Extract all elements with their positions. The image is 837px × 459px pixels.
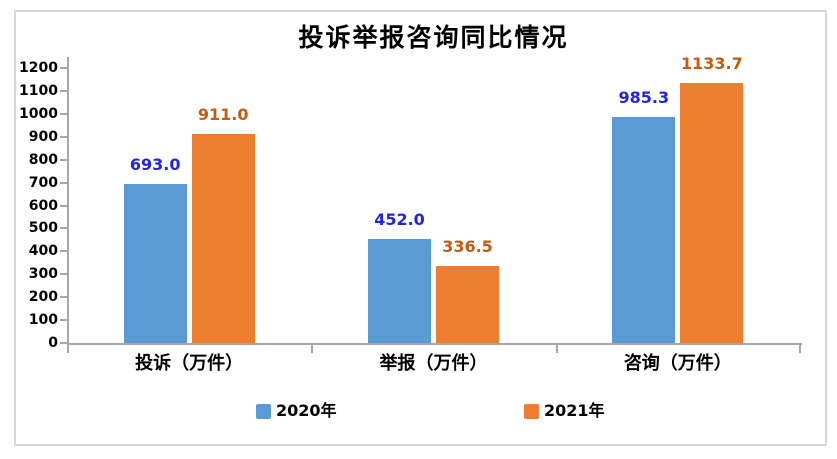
y-axis-tick-label: 300 xyxy=(28,266,58,283)
legend-label: 2020年 xyxy=(276,401,337,420)
y-axis-tick xyxy=(60,135,67,138)
y-axis-tick-label: 1100 xyxy=(19,82,58,99)
y-axis-tick xyxy=(60,89,67,92)
y-axis-tick-label: 100 xyxy=(28,312,58,329)
y-axis-tick-label: 0 xyxy=(48,335,58,351)
y-axis-tick xyxy=(60,112,67,115)
chart-title: 投诉举报咨询同比情况 xyxy=(298,25,569,52)
x-axis-category-label: 举报（万件） xyxy=(379,353,488,373)
bar-2020年 xyxy=(612,117,676,343)
y-axis-tick xyxy=(60,342,67,344)
bar-2020年 xyxy=(123,184,187,343)
x-axis-line xyxy=(67,343,802,345)
x-axis-category-label: 投诉（万件） xyxy=(135,353,244,373)
bar-2021年 xyxy=(436,265,499,343)
y-axis-tick xyxy=(60,273,67,276)
x-axis-tick xyxy=(67,345,69,353)
y-axis-line xyxy=(67,57,69,345)
x-axis-tick xyxy=(311,345,314,353)
bar-value-label: 1133.7 xyxy=(680,54,743,74)
y-axis-tick-label: 800 xyxy=(28,151,58,168)
y-axis-tick-label: 1200 xyxy=(19,60,58,76)
bar-value-label: 693.0 xyxy=(129,155,181,175)
legend-label: 2021年 xyxy=(544,401,605,420)
bar-value-label: 336.5 xyxy=(442,236,493,256)
legend-item-2020年: 2020年 xyxy=(256,402,337,420)
bar-value-label: 911.0 xyxy=(197,105,249,125)
x-axis-tick xyxy=(555,345,558,353)
bar-2020年 xyxy=(368,239,431,343)
y-axis-tick-label: 600 xyxy=(28,197,58,214)
bar-2021年 xyxy=(191,134,255,343)
legend-item-2021年: 2021年 xyxy=(524,402,605,420)
y-axis-tick-label: 1000 xyxy=(19,105,58,122)
bar-value-label: 452.0 xyxy=(374,210,425,230)
bar-2021年 xyxy=(680,83,744,343)
y-axis-tick xyxy=(60,296,67,299)
x-axis-tick xyxy=(799,345,801,353)
y-axis-tick xyxy=(60,158,67,161)
legend-swatch-2021年 xyxy=(524,403,539,419)
y-axis-tick-label: 900 xyxy=(28,128,58,145)
legend-swatch-2020年 xyxy=(256,403,271,419)
x-axis-category-label: 咨询（万件） xyxy=(623,353,732,373)
y-axis-tick xyxy=(60,227,67,230)
y-axis-tick-label: 400 xyxy=(28,243,58,260)
y-axis-tick-label: 700 xyxy=(28,174,58,191)
y-axis-tick xyxy=(60,319,67,322)
y-axis-tick xyxy=(60,181,67,184)
bar-value-label: 985.3 xyxy=(618,88,670,108)
y-axis-tick-label: 500 xyxy=(28,220,58,237)
y-axis-tick xyxy=(60,67,67,69)
y-axis-tick-label: 200 xyxy=(28,289,58,306)
y-axis-tick xyxy=(60,204,67,207)
y-axis-tick xyxy=(60,250,67,253)
